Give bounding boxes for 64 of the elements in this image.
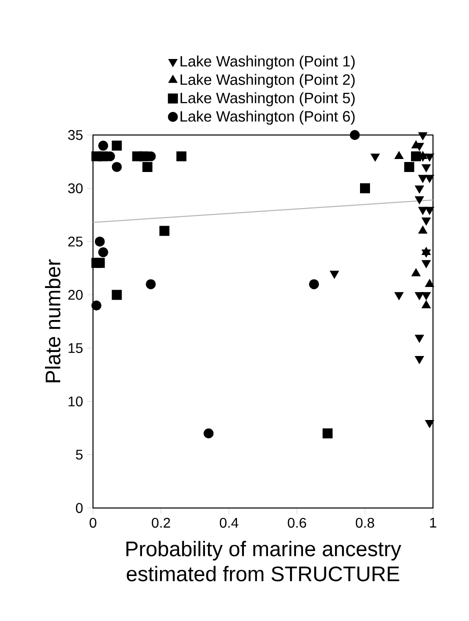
point <box>360 183 370 194</box>
point <box>418 174 428 183</box>
x-tick-label: 0 <box>90 518 96 528</box>
legend-label: Lake Washington (Point 1) <box>180 56 355 70</box>
point <box>330 270 339 279</box>
point <box>418 132 428 140</box>
point <box>322 428 333 438</box>
point <box>404 162 414 172</box>
legend-label: Lake Washington (Point 5) <box>180 92 355 106</box>
point <box>422 247 431 255</box>
point <box>91 300 102 311</box>
point <box>425 420 434 428</box>
y-tick-label: 15 <box>68 343 83 354</box>
point <box>422 300 431 308</box>
y-tick-label: 20 <box>68 290 83 300</box>
point <box>142 162 152 172</box>
point <box>350 130 360 140</box>
y-tick-label: 25 <box>68 236 83 247</box>
legend-label: Lake Washington (Point 6) <box>180 110 355 125</box>
y-axis-title: Plate number <box>45 259 60 382</box>
point <box>415 356 424 364</box>
x-tick-label: 1 <box>430 518 436 528</box>
y-tick-label: 0 <box>76 503 83 513</box>
point <box>425 206 434 215</box>
point <box>370 154 380 162</box>
point <box>422 164 431 172</box>
point <box>112 140 122 151</box>
point <box>425 279 434 287</box>
point <box>176 151 186 162</box>
x-tick-label: 0.8 <box>356 518 374 528</box>
point <box>98 140 108 151</box>
point <box>418 226 428 234</box>
point <box>146 279 156 290</box>
point <box>411 151 422 162</box>
point <box>425 154 434 162</box>
y-tick-label: 5 <box>76 450 83 460</box>
point <box>394 151 404 160</box>
x-axis-title: Probability of marine ancestry estimated from STRUCTURE <box>126 540 402 582</box>
point <box>422 218 431 226</box>
point <box>112 162 122 172</box>
point <box>159 226 170 236</box>
point <box>422 292 431 300</box>
x-tick-label: 0.6 <box>288 518 306 528</box>
point <box>112 290 122 300</box>
point <box>394 292 404 300</box>
point <box>415 196 424 204</box>
point <box>309 279 319 290</box>
y-tick-label: 30 <box>68 183 83 194</box>
x-tick-label: 0.2 <box>152 518 170 528</box>
point <box>425 174 434 183</box>
point <box>415 186 424 194</box>
point <box>418 206 428 215</box>
legend-label: Lake Washington (Point 2) <box>180 74 355 88</box>
point <box>415 334 424 342</box>
point <box>94 258 105 268</box>
y-tick-label: 35 <box>68 130 83 140</box>
x-tick-label: 0.4 <box>220 518 238 528</box>
y-tick-label: 10 <box>68 396 83 406</box>
point <box>204 428 214 438</box>
point <box>98 247 108 258</box>
point <box>415 292 424 300</box>
point <box>94 236 105 247</box>
point <box>412 268 420 276</box>
point <box>422 260 431 268</box>
